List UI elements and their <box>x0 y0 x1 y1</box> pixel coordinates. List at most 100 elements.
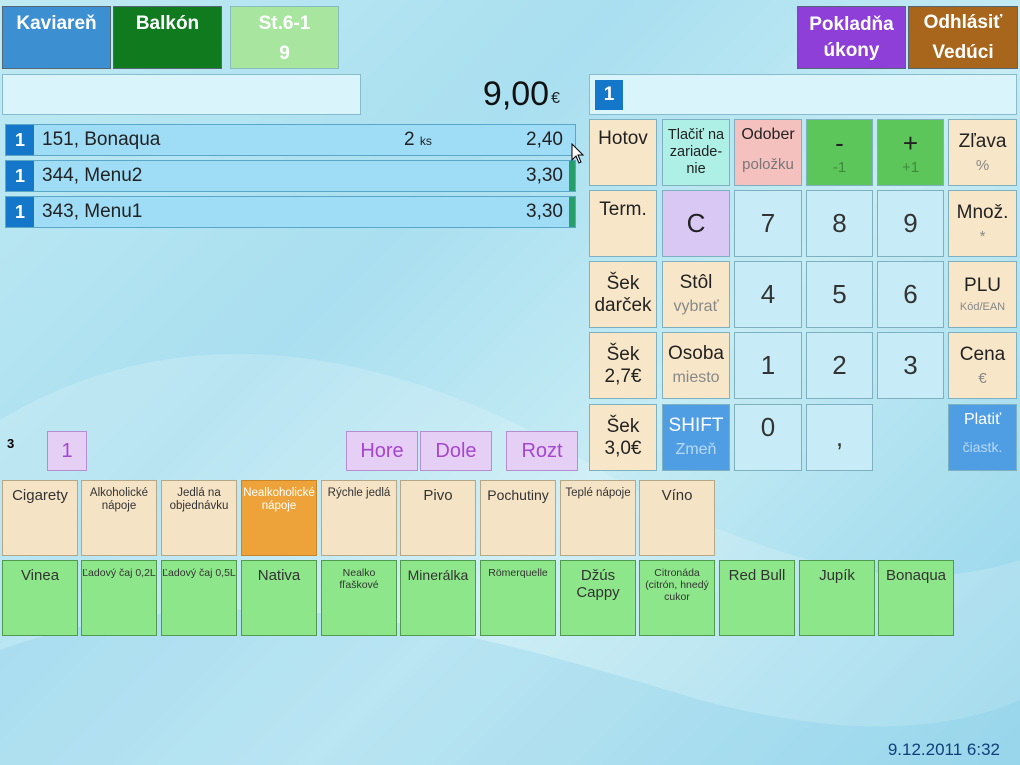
key-1-label: 1 <box>760 349 776 380</box>
remove-item-sublabel: položku <box>742 156 794 174</box>
category-teple-napoje[interactable]: Teplé nápoje <box>560 480 636 556</box>
voucher-27-label: Šek 2,7€ <box>604 343 642 387</box>
split-button[interactable]: Rozt <box>506 431 578 471</box>
key-5-label: 5 <box>832 278 847 309</box>
kaviaren-button[interactable]: Kaviareň <box>2 6 111 69</box>
category-cigarety[interactable]: Cigarety <box>2 480 78 556</box>
category-pivo[interactable]: Pivo <box>400 480 476 556</box>
table-button[interactable]: St.6-1 9 <box>230 6 339 69</box>
mouse-cursor-icon <box>571 143 585 164</box>
product-label: Römerquelle <box>488 567 548 579</box>
plus-sublabel: +1 <box>901 158 920 176</box>
hotov-button[interactable]: Hotov <box>589 119 657 186</box>
category-nealkoholicke-napoje[interactable]: Nealkoholické nápoje <box>241 480 317 556</box>
decrement-button[interactable]: - -1 <box>806 119 873 186</box>
remove-item-label: Odober <box>741 126 795 143</box>
balkon-button[interactable]: Balkón <box>113 6 222 69</box>
product-red-bull[interactable]: Red Bull <box>719 560 795 636</box>
category-label: Rýchle jedlá <box>327 487 391 499</box>
key-9[interactable]: 9 <box>877 190 944 257</box>
product-label: Minerálka <box>407 567 469 583</box>
person-seat-sublabel: miesto <box>672 369 720 387</box>
key-3[interactable]: 3 <box>877 332 944 399</box>
key-6[interactable]: 6 <box>877 261 944 328</box>
product-nealko-flaskove[interactable]: Nealko fľaškové <box>321 560 397 636</box>
product-label: Nealko fľaškové <box>339 567 379 592</box>
key-7-label: 7 <box>760 207 776 238</box>
logout-button[interactable]: Odhlásiť Vedúci <box>908 6 1018 69</box>
key-comma-label: , <box>835 421 844 452</box>
product-dzus-cappy[interactable]: Džús Cappy <box>560 560 636 636</box>
discount-button[interactable]: Zľava % <box>948 119 1017 186</box>
product-label: Red Bull <box>728 567 786 584</box>
order-item-price: 2,40 <box>526 129 563 150</box>
category-vino[interactable]: Víno <box>639 480 715 556</box>
shift-button[interactable]: SHIFT Zmeň <box>662 404 730 471</box>
select-table-button[interactable]: Stôl vybrať <box>662 261 730 328</box>
order-item-marker <box>569 197 575 227</box>
product-jupik[interactable]: Jupík <box>799 560 875 636</box>
product-vinea[interactable]: Vinea <box>2 560 78 636</box>
partial-pay-button[interactable]: Platiť čiastk. <box>948 404 1017 471</box>
print-to-device-button[interactable]: Tlačiť na zariade-nie <box>662 119 730 186</box>
remove-item-button[interactable]: Odober položku <box>734 119 802 186</box>
product-citronada[interactable]: Citronáda (citrón, hnedý cukor <box>639 560 715 636</box>
key-2-label: 2 <box>832 349 847 380</box>
category-pochutiny[interactable]: Pochutiny <box>480 480 556 556</box>
key-comma[interactable]: , <box>806 404 873 471</box>
scroll-down-button[interactable]: Dole <box>420 431 492 471</box>
key-8[interactable]: 8 <box>806 190 873 257</box>
pokladna-label: Pokladňa <box>809 13 894 35</box>
order-item-seat: 1 <box>6 197 34 227</box>
product-label: Citronáda (citrón, hnedý cukor <box>645 567 709 604</box>
gift-voucher-button[interactable]: Šek darček <box>589 261 657 328</box>
clear-button[interactable]: C <box>662 190 730 257</box>
voucher-30-button[interactable]: Šek 3,0€ <box>589 404 657 471</box>
order-item-name: 344, Menu2 <box>42 165 143 186</box>
category-jedla-na-objednavku[interactable]: Jedlá na objednávku <box>161 480 237 556</box>
partial-pay-sublabel: čiastk. <box>962 439 1003 456</box>
product-label: Bonaqua <box>885 567 947 584</box>
product-ladovy-caj-02[interactable]: Ľadový čaj 0,2L <box>81 560 157 636</box>
minus-label: - <box>835 127 844 158</box>
category-alkoholicke-napoje[interactable]: Alkoholické nápoje <box>81 480 157 556</box>
terminal-button[interactable]: Term. <box>589 190 657 257</box>
voucher-27-button[interactable]: Šek 2,7€ <box>589 332 657 399</box>
category-rychle-jedla[interactable]: Rýchle jedlá <box>321 480 397 556</box>
order-note-input[interactable] <box>2 74 361 115</box>
product-label: Ľadový čaj 0,2L <box>82 567 156 579</box>
balkon-label: Balkón <box>135 13 200 34</box>
product-bonaqua[interactable]: Bonaqua <box>878 560 954 636</box>
split-label: Rozt <box>521 439 563 462</box>
key-1[interactable]: 1 <box>734 332 802 399</box>
order-item-marker <box>569 161 575 191</box>
pokladna-ukony-button[interactable]: Pokladňa úkony <box>797 6 906 69</box>
price-label: Cena <box>959 343 1006 365</box>
price-button[interactable]: Cena € <box>948 332 1017 399</box>
order-item-row[interactable]: 1 343, Menu1 3,30 <box>5 196 576 228</box>
key-8-label: 8 <box>832 207 847 238</box>
plu-button[interactable]: PLU Kód/EAN <box>948 261 1017 328</box>
key-0[interactable]: 0 <box>734 404 802 471</box>
kaviaren-label: Kaviareň <box>16 13 97 34</box>
key-7[interactable]: 7 <box>734 190 802 257</box>
quantity-button[interactable]: Množ. * <box>948 190 1017 257</box>
key-4[interactable]: 4 <box>734 261 802 328</box>
key-2[interactable]: 2 <box>806 332 873 399</box>
order-item-qty-value: 2 <box>404 129 415 150</box>
product-nativa[interactable]: Nativa <box>241 560 317 636</box>
product-romerquelle[interactable]: Römerquelle <box>480 560 556 636</box>
order-item-row[interactable]: 1 344, Menu2 3,30 <box>5 160 576 192</box>
voucher-30-label: Šek 3,0€ <box>604 415 642 459</box>
status-datetime: 9.12.2011 6:32 <box>887 740 1000 759</box>
product-mineralka[interactable]: Minerálka <box>400 560 476 636</box>
person-seat-button[interactable]: Osoba miesto <box>662 332 730 399</box>
order-item-row[interactable]: 1 151, Bonaqua 2 ks 2,40 <box>5 124 576 156</box>
page-indicator: 1 <box>47 431 87 471</box>
price-sublabel: € <box>978 369 987 387</box>
increment-button[interactable]: + +1 <box>877 119 944 186</box>
category-label: Pivo <box>423 487 453 504</box>
product-ladovy-caj-05[interactable]: Ľadový čaj 0,5L <box>161 560 237 636</box>
key-5[interactable]: 5 <box>806 261 873 328</box>
scroll-up-button[interactable]: Hore <box>346 431 418 471</box>
